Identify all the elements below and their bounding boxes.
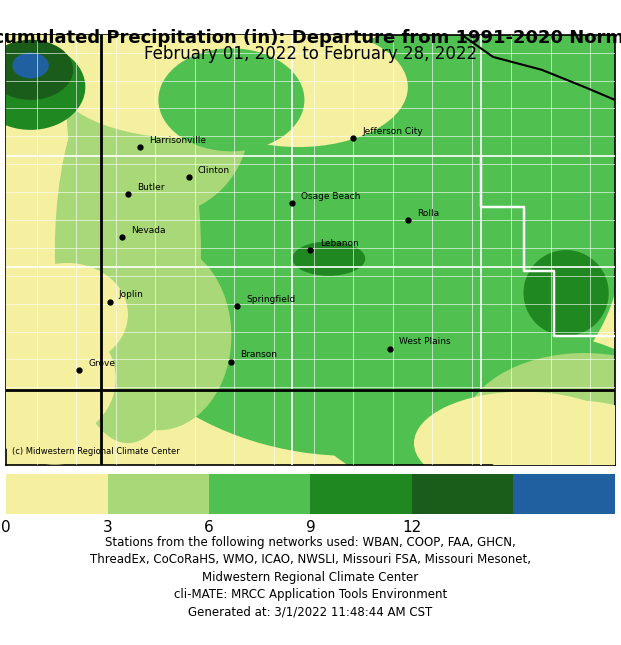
- Ellipse shape: [85, 44, 621, 456]
- Text: Jefferson City: Jefferson City: [362, 127, 423, 136]
- Bar: [310, 474, 412, 515]
- Ellipse shape: [292, 241, 365, 276]
- Ellipse shape: [189, 27, 408, 147]
- Ellipse shape: [0, 27, 176, 215]
- Bar: [514, 474, 615, 515]
- Text: Osage Beach: Osage Beach: [301, 192, 361, 201]
- Bar: [107, 474, 209, 515]
- Ellipse shape: [414, 392, 621, 495]
- Text: Lebanon: Lebanon: [320, 239, 358, 248]
- Text: 9: 9: [306, 521, 315, 535]
- Text: Grove: Grove: [88, 359, 116, 368]
- Text: Branson: Branson: [240, 350, 278, 359]
- Ellipse shape: [85, 241, 232, 430]
- Bar: [6, 474, 107, 515]
- Ellipse shape: [67, 27, 250, 215]
- Text: 6: 6: [204, 521, 214, 535]
- Ellipse shape: [280, 23, 621, 263]
- Bar: [412, 474, 514, 515]
- Text: Stations from the following networks used: WBAN, COOP, FAA, GHCN,
ThreadEx, CoCo: Stations from the following networks use…: [90, 535, 531, 619]
- Text: (c) Midwestern Regional Climate Center: (c) Midwestern Regional Climate Center: [12, 447, 180, 456]
- Text: Rolla: Rolla: [417, 209, 439, 218]
- Text: Nevada: Nevada: [131, 226, 165, 235]
- Ellipse shape: [310, 327, 621, 499]
- Ellipse shape: [524, 250, 609, 336]
- Text: 12: 12: [402, 521, 422, 535]
- Ellipse shape: [481, 401, 621, 486]
- Text: Springfield: Springfield: [247, 295, 296, 304]
- Text: Joplin: Joplin: [119, 290, 143, 299]
- Ellipse shape: [12, 53, 49, 79]
- Ellipse shape: [0, 44, 85, 130]
- Text: Butler: Butler: [137, 183, 165, 192]
- Ellipse shape: [6, 263, 128, 366]
- Text: West Plains: West Plains: [399, 337, 450, 346]
- Ellipse shape: [0, 0, 189, 464]
- Ellipse shape: [0, 314, 116, 443]
- Ellipse shape: [158, 48, 304, 152]
- Ellipse shape: [402, 14, 621, 186]
- Text: Clinton: Clinton: [198, 166, 230, 175]
- Ellipse shape: [0, 40, 73, 100]
- Text: Accumulated Precipitation (in): Departure from 1991-2020 Normals: Accumulated Precipitation (in): Departur…: [0, 29, 621, 47]
- Ellipse shape: [463, 353, 621, 508]
- Ellipse shape: [0, 228, 176, 443]
- Text: 0: 0: [1, 521, 11, 535]
- Ellipse shape: [55, 18, 323, 139]
- Text: 3: 3: [102, 521, 112, 535]
- Bar: [209, 474, 310, 515]
- Ellipse shape: [55, 57, 201, 443]
- Text: February 01, 2022 to February 28, 2022: February 01, 2022 to February 28, 2022: [144, 45, 477, 63]
- Text: Harrisonville: Harrisonville: [149, 135, 206, 144]
